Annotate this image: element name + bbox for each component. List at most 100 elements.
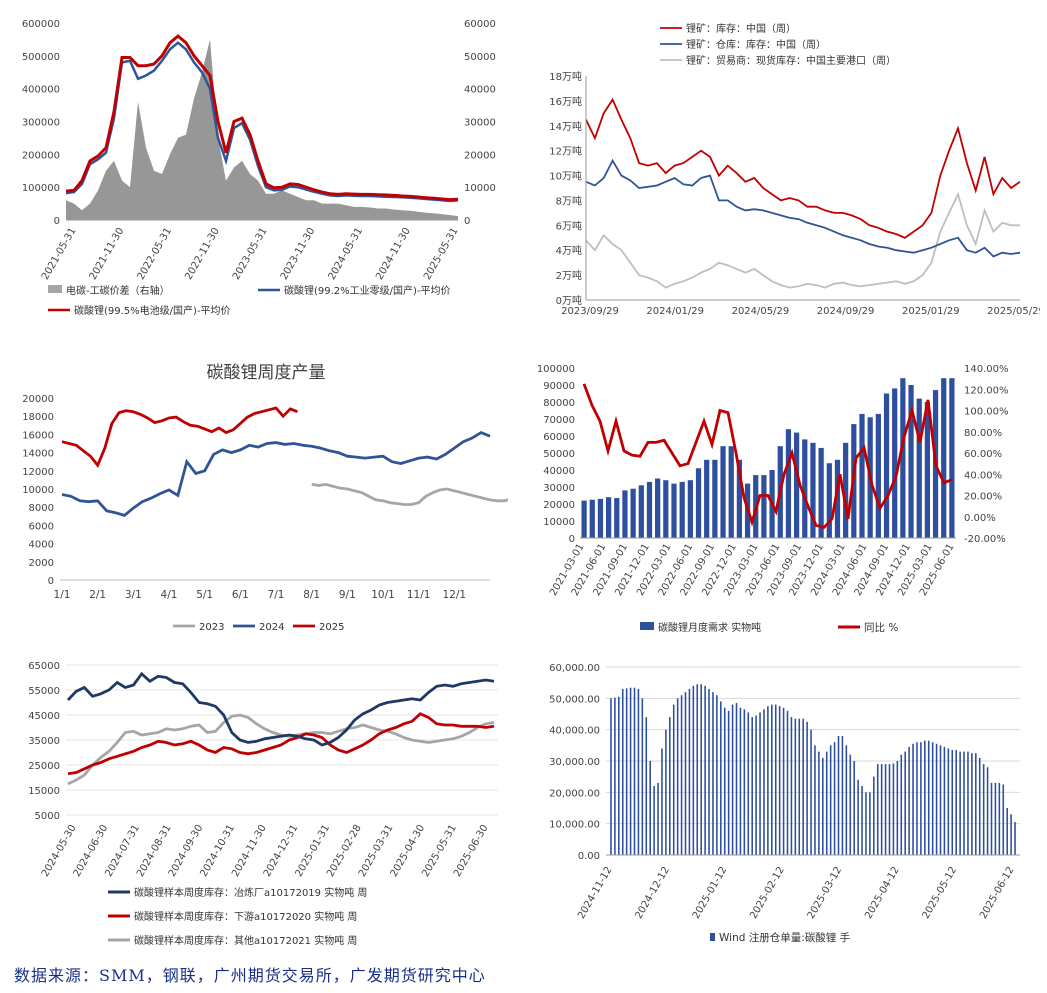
- smelter-inventory-line: [66, 671, 495, 747]
- warrant-bar: [841, 735, 844, 855]
- output-tick-label: 12000: [22, 467, 54, 478]
- battery-grade-price-line: [65, 34, 459, 202]
- warrant-bar: [798, 718, 801, 855]
- warrant-bar: [778, 706, 781, 855]
- warrant-bar: [853, 761, 855, 855]
- warrant-bar: [633, 687, 636, 855]
- demand-bar: [589, 499, 595, 538]
- other-legend-label: 碳酸锂样本周度库存：其他a10172021 实物吨 周: [134, 934, 357, 947]
- warrant-bar: [649, 761, 651, 855]
- warrant-x-tick-label: 2025-05-12: [921, 865, 960, 921]
- warrant-bar: [712, 692, 714, 855]
- weekly-output-chart: 碳酸锂周度产量 0 2000 4000 6000 8000 10000 12000 14000 1…: [22, 363, 508, 633]
- industrial-grade-price-line: [65, 41, 459, 203]
- warrant-bar: [978, 757, 981, 855]
- warrant-bar: [731, 704, 734, 855]
- warrant-bar: [829, 745, 832, 855]
- demand-bar: [793, 432, 800, 538]
- warrant-bar: [621, 688, 624, 855]
- demand-bar: [924, 402, 931, 538]
- ore-x-tick-label: 2023/09/29: [561, 306, 619, 317]
- warrant-bar: [822, 757, 824, 855]
- downstream-inventory-line: [67, 712, 495, 776]
- warrant-bar: [771, 704, 773, 855]
- demand-bar: [687, 480, 693, 538]
- sample-inventory-chart-panel: 5000 15000 25000 35000 45000 55000 65000 2024-0…: [8, 655, 508, 955]
- warrant-bar: [1002, 784, 1005, 855]
- warrant-bar: [900, 754, 903, 855]
- demand-bar: [843, 442, 849, 538]
- output-2024-line: [61, 431, 491, 517]
- warrant-bar: [998, 782, 1001, 855]
- demand-yoy-legend-label: 同比 %: [864, 621, 898, 634]
- demand-bar: [679, 481, 685, 538]
- warrant-bar: [735, 703, 738, 855]
- spread-area: [66, 39, 458, 221]
- warrant-bar: [684, 692, 687, 855]
- demand-yoy-line: [582, 383, 953, 529]
- warrant-bar: [971, 753, 973, 855]
- warrant-bar: [688, 688, 691, 855]
- warrant-bar: [916, 742, 918, 855]
- ore-inventory-total-line: [585, 97, 1021, 239]
- warrant-bar: [720, 701, 722, 855]
- output-tick-label: 10000: [22, 485, 54, 496]
- price-x-tick-label: 2022-05-31: [136, 226, 175, 282]
- warrant-bar: [951, 750, 954, 855]
- ore-warehouse-legend-label: 锂矿：仓库：库存：中国（周）: [686, 38, 826, 51]
- ore-tick-label: 2万吨: [556, 269, 582, 282]
- price-x-tick-label: 2023-11-30: [279, 226, 318, 282]
- output-x-tick-label: 12/1: [443, 589, 467, 601]
- warrant-bar: [625, 688, 628, 855]
- warrant-tick-label: 0.00: [578, 851, 600, 862]
- warrant-bar: [645, 717, 648, 855]
- left-tick-label: 100000: [22, 183, 60, 194]
- demand-right-tick-label: 60.00%: [964, 449, 1002, 460]
- demand-bar: [761, 475, 767, 538]
- demand-bar: [581, 500, 587, 538]
- sample-x-tick-label: 2025-06-30: [452, 823, 491, 879]
- warrant-chart-panel: 0.00 10,000.00 20,000.00 30,000.00 40,000.00…: [520, 655, 1040, 955]
- demand-left-tick-label: 40000: [543, 466, 575, 477]
- demand-left-tick-label: 60000: [543, 432, 575, 443]
- demand-bar: [704, 459, 710, 538]
- demand-left-tick-label: 100000: [537, 364, 575, 375]
- warrant-x-tick-label: 2025-03-12: [806, 865, 845, 921]
- warrant-bar: [908, 746, 910, 855]
- warrant-bar: [786, 710, 789, 855]
- demand-bar: [655, 478, 661, 538]
- industrial-legend-label: 碳酸锂(99.2%工业零级/国产)-平均价: [284, 284, 451, 297]
- warrant-bar: [672, 704, 675, 855]
- demand-bar: [646, 481, 653, 538]
- warrant-bar: [806, 721, 808, 855]
- warrant-bar: [727, 710, 730, 855]
- demand-bar: [875, 413, 881, 538]
- warrant-bar: [924, 740, 926, 855]
- ore-port-inventory-line: [585, 191, 1020, 289]
- price-x-tick-label: 2022-11-30: [183, 226, 222, 282]
- right-tick-label: 50000: [464, 52, 496, 63]
- warrant-bar: [755, 715, 757, 855]
- demand-left-tick-label: 70000: [543, 415, 575, 426]
- demand-bar: [671, 483, 677, 538]
- right-tick-label: 0: [464, 216, 470, 227]
- price-x-tick-label: 2024-11-30: [374, 226, 413, 282]
- warrant-bar: [739, 707, 742, 855]
- warrant-bar: [845, 745, 848, 855]
- demand-bar: [883, 393, 890, 538]
- demand-left-tick-label: 10000: [543, 517, 575, 528]
- demand-bar: [630, 488, 636, 538]
- warrant-bar: [692, 685, 695, 855]
- demand-left-tick-label: 20000: [543, 500, 575, 511]
- demand-bar: [916, 398, 922, 538]
- output-x-tick-label: 5/1: [196, 589, 213, 601]
- sample-inventory-chart: 50001500025000350004500055000650002024-0…: [28, 661, 498, 947]
- output-tick-label: 2000: [29, 558, 54, 569]
- warrant-bar: [884, 764, 887, 855]
- warrant-bar: [794, 718, 797, 855]
- warrant-bar: [876, 764, 879, 855]
- demand-bar: [695, 468, 702, 538]
- demand-bar: [859, 413, 865, 538]
- left-tick-label: 600000: [22, 19, 60, 30]
- right-tick-label: 20000: [464, 150, 496, 161]
